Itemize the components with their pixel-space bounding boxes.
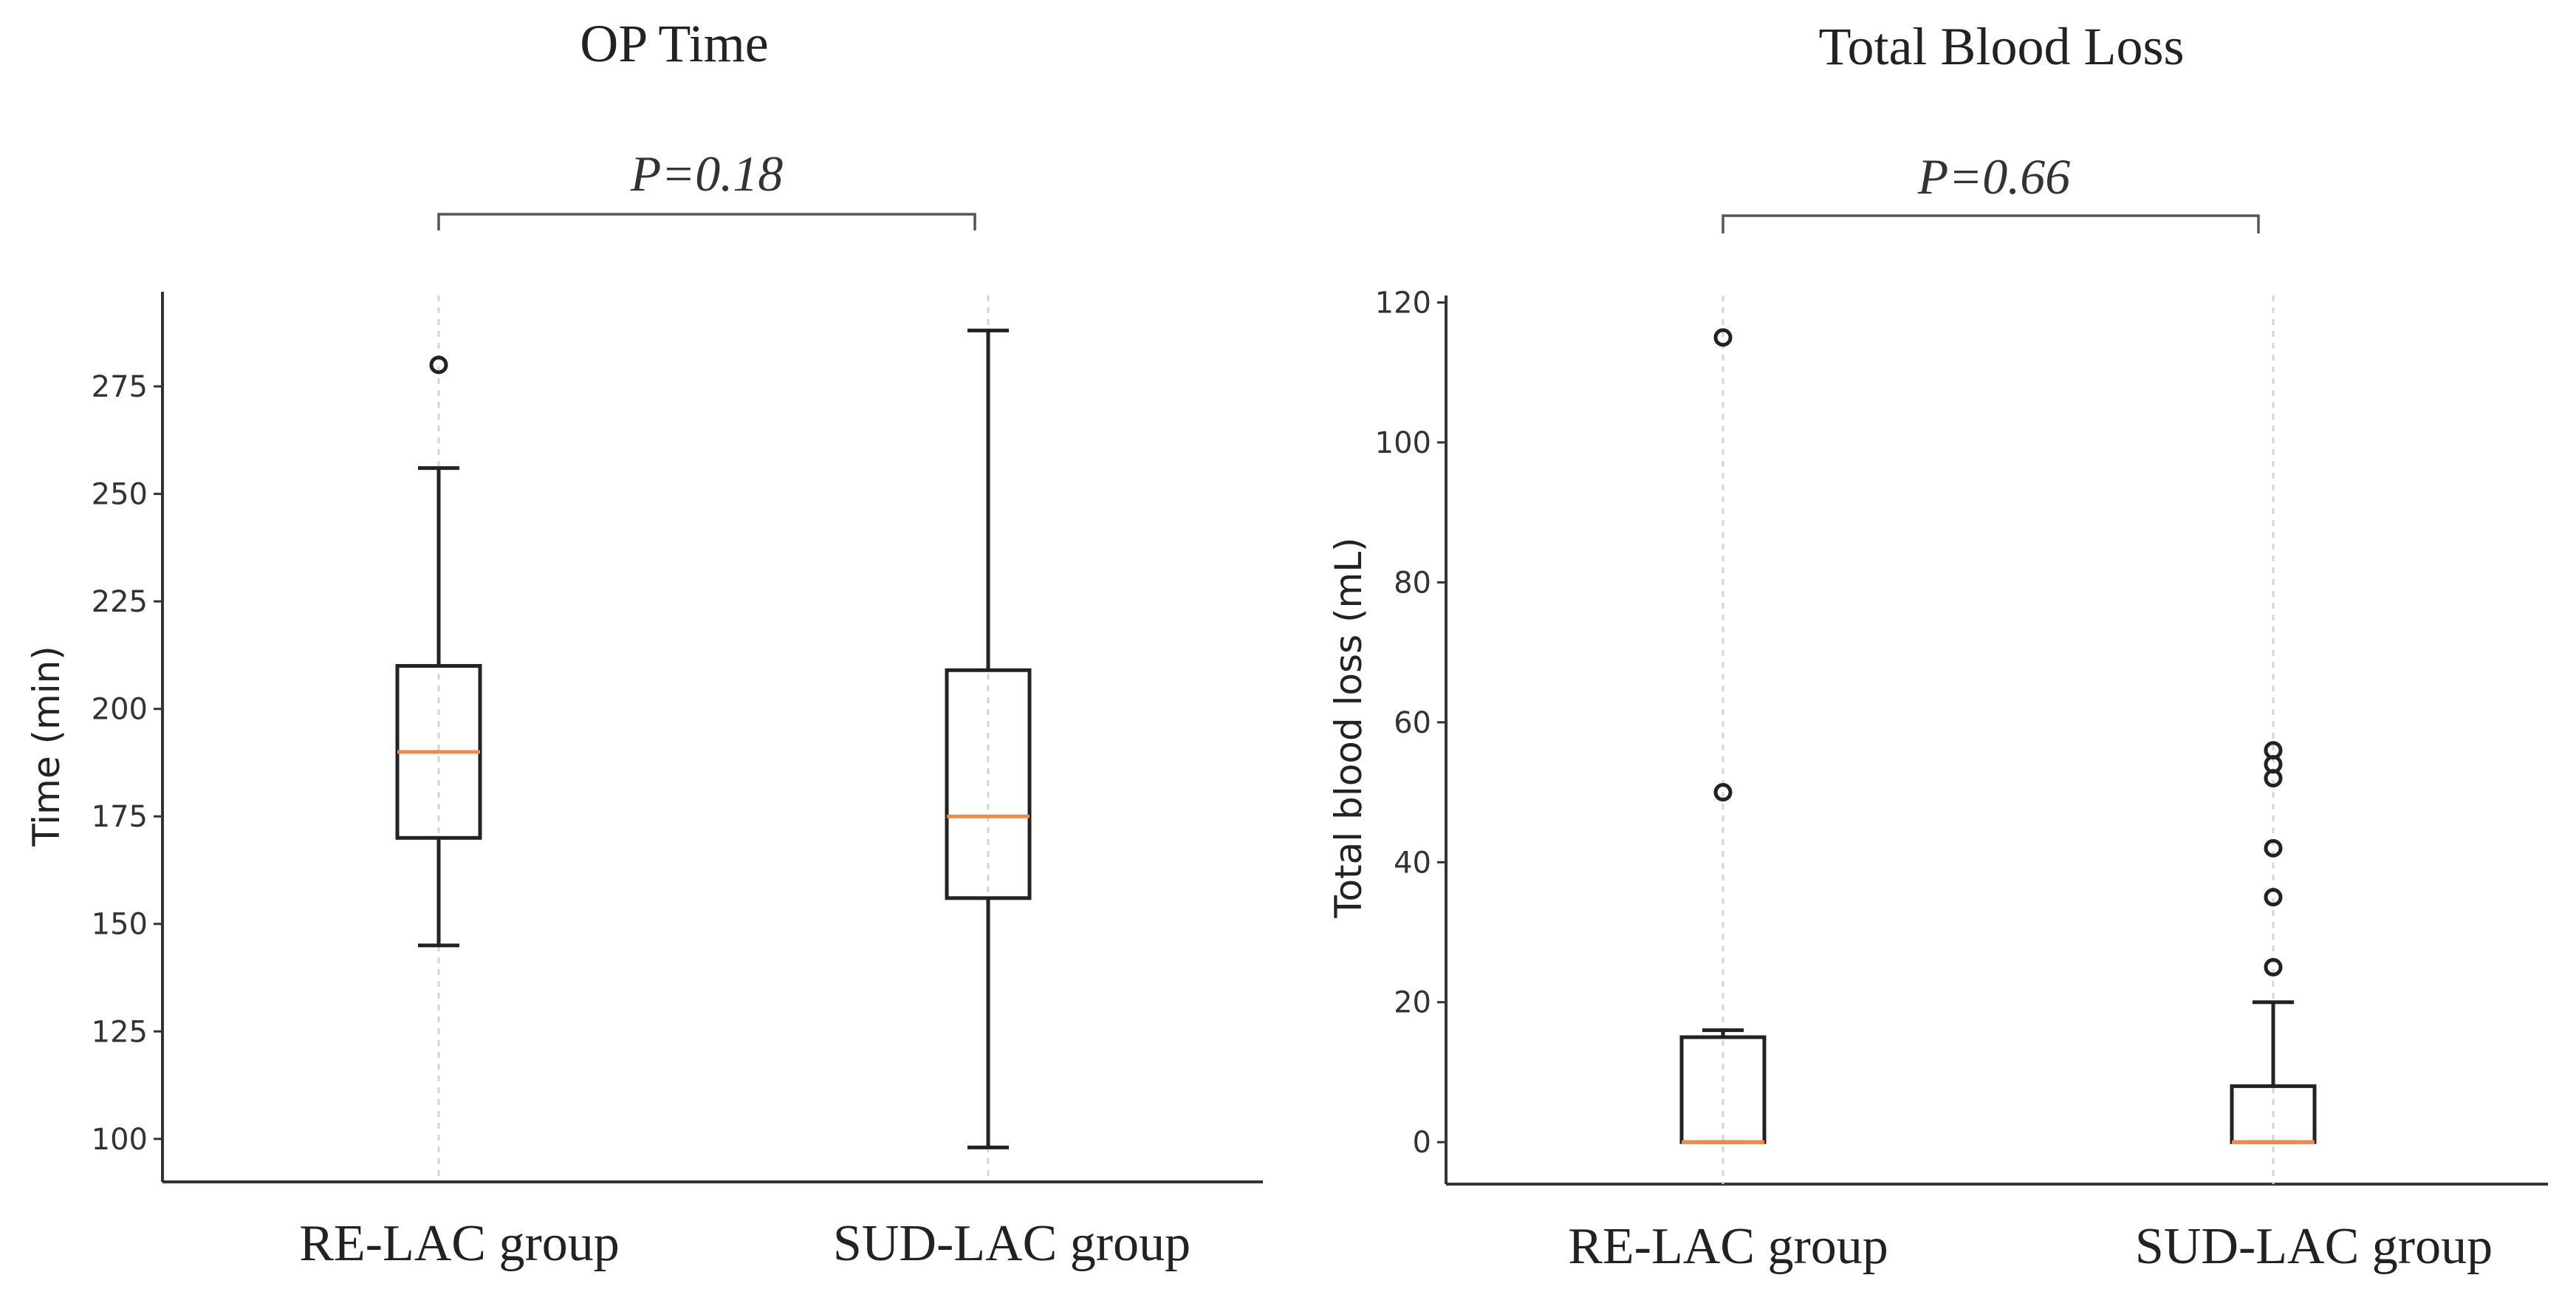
y-tick-label: 125 [92,1015,148,1049]
outlier-point [2264,888,2283,907]
y-axis-label: Total blood loss (mL) [1327,537,1370,918]
x-category-label: SUD-LAC group [2135,1218,2493,1275]
y-tick-label: 150 [92,908,148,942]
outlier-point [429,355,448,375]
outlier-point [1713,783,1733,802]
iqr-box [945,668,1032,900]
y-tick-label: 175 [92,800,148,834]
y-tick-label: 0 [1413,1126,1431,1160]
x-category-label: RE-LAC group [1568,1218,1888,1275]
outlier-point [2264,957,2283,977]
y-tick-label: 120 [1375,286,1431,320]
p-value-label: P=0.18 [630,146,783,202]
outlier-point [1713,328,1733,347]
chart-title: OP Time [580,14,768,73]
y-tick-label: 100 [92,1123,148,1157]
y-tick-label: 80 [1394,566,1431,600]
outlier-point [2264,838,2283,858]
y-tick-label: 200 [92,693,148,727]
outlier-point [2264,741,2283,760]
significance-bracket [437,213,976,230]
y-tick-label: 40 [1394,846,1431,880]
p-value-label: P=0.66 [1917,148,2070,205]
significance-bracket [1722,214,2260,233]
x-category-label: RE-LAC group [299,1215,620,1272]
y-axis-label: Time (min) [25,646,68,847]
y-tick-label: 60 [1394,706,1431,740]
box-re-lac-group [1679,328,1767,1144]
box-re-lac-group [395,355,482,948]
y-tick-label: 275 [92,370,148,404]
op-time-panel: OP Time P=0.18 Time (min) 100 125 150 175 20… [25,14,1263,1272]
chart-title: Total Blood Loss [1819,17,2185,76]
box-sud-lac-group [2230,741,2317,1144]
y-tick-label: 250 [92,478,148,512]
total-blood-loss-panel: Total Blood Loss P=0.66 Total blood loss… [1327,17,2548,1275]
box-sud-lac-group [945,328,1032,1149]
y-tick-label: 20 [1394,986,1431,1020]
y-tick-label: 100 [1375,426,1431,460]
x-category-label: SUD-LAC group [833,1215,1191,1272]
y-tick-label: 225 [92,585,148,619]
